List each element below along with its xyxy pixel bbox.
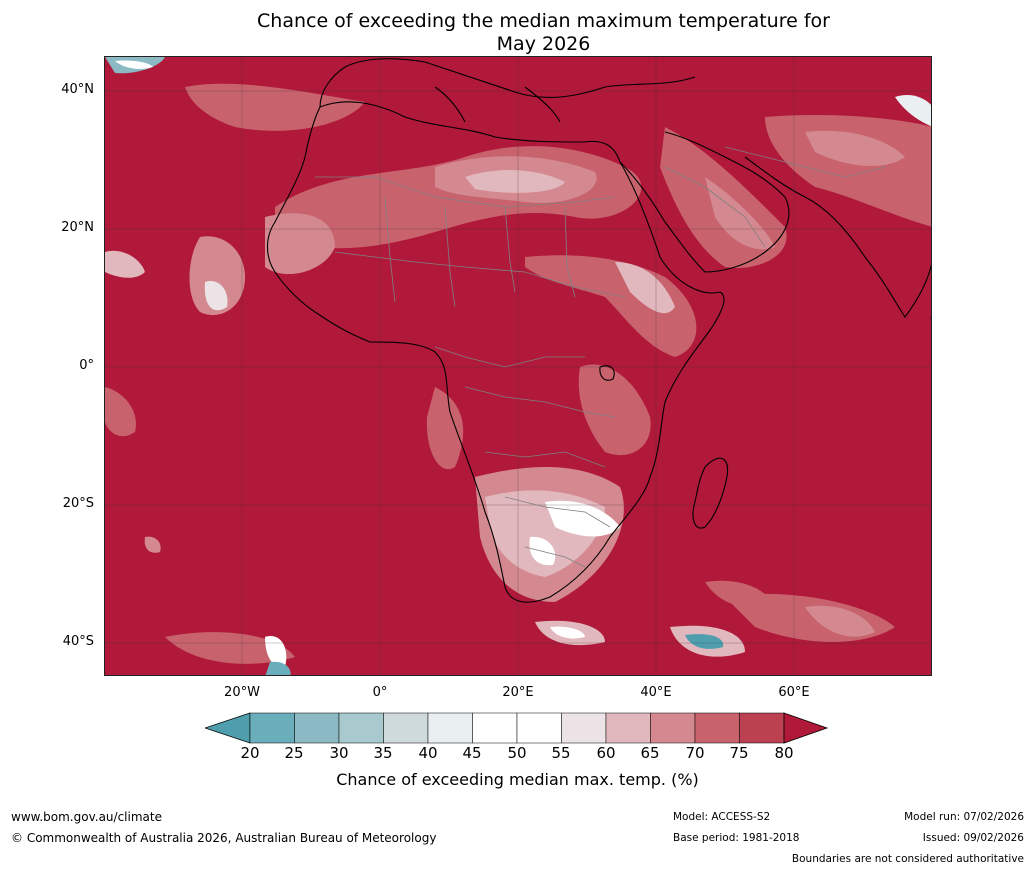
- colorbar-tick: 35: [373, 744, 393, 762]
- lat-label-0: 0°: [79, 358, 94, 373]
- colorbar-tick: 60: [596, 744, 616, 762]
- colorbar-segment: [739, 712, 785, 744]
- probability-patches: [105, 57, 931, 675]
- colorbar-segment: [249, 712, 295, 744]
- coastlines: [266, 58, 931, 603]
- colorbar-label: Chance of exceeding median max. temp. (%…: [336, 770, 699, 789]
- colorbar-tick: 80: [774, 744, 794, 762]
- footer-copyright: © Commonwealth of Australia 2026, Austra…: [11, 831, 437, 845]
- colorbar-tick: 70: [685, 744, 705, 762]
- colorbar-tick: 65: [640, 744, 660, 762]
- lat-label-20s: 20°S: [62, 496, 94, 511]
- colorbar-segment: [694, 712, 740, 744]
- colorbar-segment: [338, 712, 384, 744]
- colorbar-tick: 40: [418, 744, 438, 762]
- lon-label-20w: 20°W: [224, 685, 260, 700]
- map-title: Chance of exceeding the median maximum t…: [0, 10, 1035, 56]
- title-line-2: May 2026: [496, 33, 591, 55]
- colorbar-tick: 25: [284, 744, 304, 762]
- colorbar-extend-low: [205, 712, 251, 744]
- colorbar-tick: 20: [240, 744, 260, 762]
- colorbar-segment: [294, 712, 340, 744]
- colorbar-tick: 50: [507, 744, 527, 762]
- title-line-1: Chance of exceeding the median maximum t…: [257, 10, 830, 32]
- footer-issued: Issued: 09/02/2026: [922, 832, 1024, 844]
- lat-label-40s: 40°S: [62, 634, 94, 649]
- colorbar-tick: 55: [551, 744, 571, 762]
- colorbar-tick: 45: [462, 744, 482, 762]
- footer-base-period: Base period: 1981-2018: [673, 832, 800, 844]
- lon-label-20e: 20°E: [502, 685, 534, 700]
- map-panel: [104, 56, 932, 676]
- colorbar-tick: 75: [729, 744, 749, 762]
- colorbar-segment: [383, 712, 429, 744]
- lon-label-40e: 40°E: [640, 685, 672, 700]
- lat-label-40n: 40°N: [61, 82, 94, 97]
- colorbar-tick: 30: [329, 744, 349, 762]
- footer-disclaimer: Boundaries are not considered authoritat…: [791, 853, 1024, 865]
- colorbar-extend-high: [783, 712, 829, 744]
- colorbar-segment: [650, 712, 696, 744]
- graticule: [105, 57, 931, 675]
- colorbar-segment: [516, 712, 562, 744]
- lon-label-0: 0°: [372, 685, 388, 700]
- colorbar: [205, 712, 829, 744]
- lon-label-60e: 60°E: [778, 685, 810, 700]
- footer-model: Model: ACCESS-S2: [673, 811, 771, 823]
- country-borders: [315, 146, 886, 568]
- footer-url[interactable]: www.bom.gov.au/climate: [11, 810, 162, 824]
- colorbar-segment: [561, 712, 607, 744]
- colorbar-segment: [472, 712, 518, 744]
- colorbar-segment: [427, 712, 473, 744]
- footer-model-run: Model run: 07/02/2026: [904, 811, 1024, 823]
- map-canvas: [105, 57, 931, 675]
- lat-label-20n: 20°N: [61, 220, 94, 235]
- colorbar-segment: [605, 712, 651, 744]
